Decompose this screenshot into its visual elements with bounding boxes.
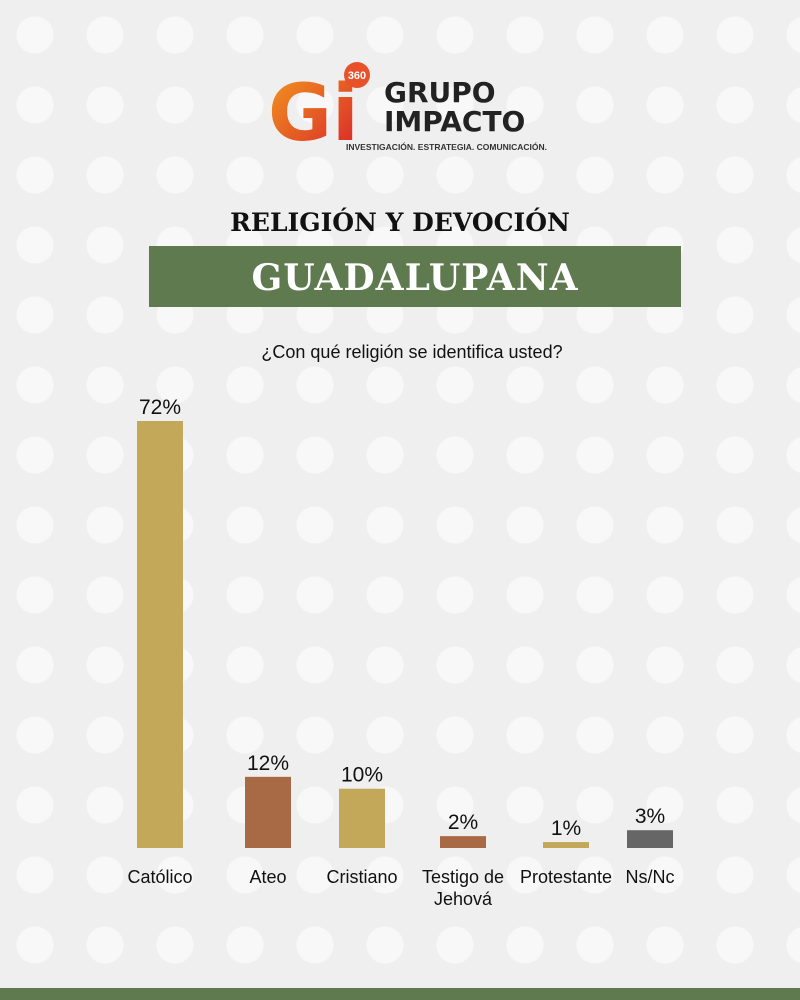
- value-label: 12%: [247, 752, 289, 775]
- bar: [245, 776, 291, 848]
- title: RELIGIÓN Y DEVOCIÓN: [230, 208, 570, 237]
- logo-tagline: INVESTIGACIÓN. ESTRATEGIA. COMUNICACIÓN.: [346, 141, 547, 152]
- bar: [339, 788, 385, 848]
- logo-badge: 360: [348, 70, 366, 82]
- banner: [149, 246, 681, 307]
- value-label: 72%: [139, 396, 181, 419]
- logo-badge-circle: [344, 62, 370, 88]
- x-tick-label: Católico: [127, 867, 193, 887]
- bar: [440, 836, 486, 848]
- footer-strip: [0, 988, 800, 1000]
- x-tick-label: Ns/Nc: [625, 867, 675, 887]
- logo-mark: Gi: [268, 69, 359, 159]
- value-label: 1%: [551, 817, 581, 840]
- logo-name: GRUPO: [384, 76, 496, 109]
- bar: [137, 421, 183, 848]
- logo-name: IMPACTO: [384, 105, 525, 138]
- chart-title: ¿Con qué religión se identifica usted?: [261, 342, 562, 362]
- value-label: 2%: [448, 811, 478, 834]
- bar: [543, 842, 589, 848]
- value-label: 3%: [635, 805, 665, 828]
- value-label: 10%: [341, 764, 383, 787]
- x-tick-label: Cristiano: [326, 867, 398, 887]
- x-tick-label: Ateo: [249, 867, 287, 887]
- x-tick-label: Testigo de Jehová: [421, 867, 505, 909]
- x-tick-label: Protestante: [519, 867, 613, 887]
- banner-text: GUADALUPANA: [251, 257, 578, 299]
- bar: [627, 830, 673, 848]
